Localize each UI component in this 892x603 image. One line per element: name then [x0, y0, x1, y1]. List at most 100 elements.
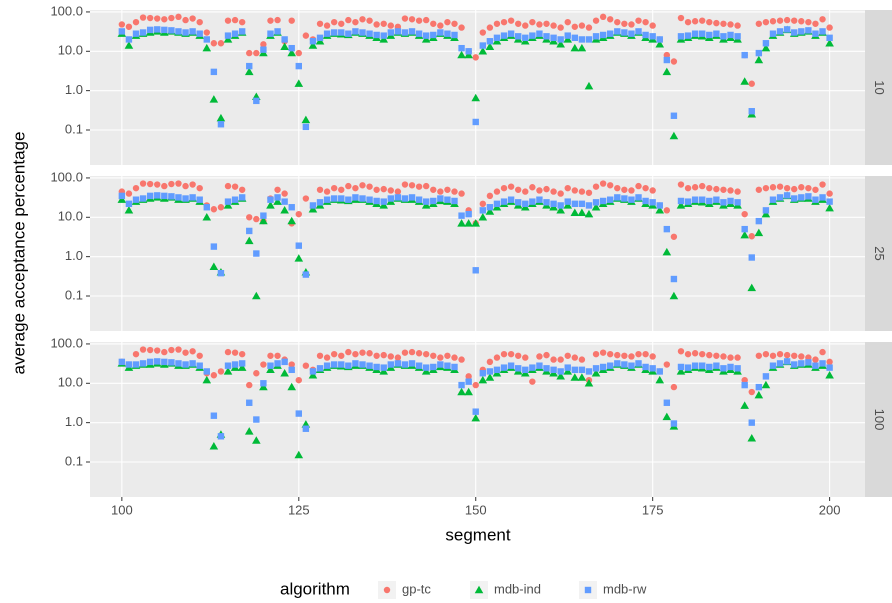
- point: [635, 360, 642, 367]
- point: [783, 351, 791, 359]
- point: [260, 380, 267, 387]
- point: [451, 363, 458, 371]
- point: [614, 360, 621, 367]
- point: [118, 192, 126, 200]
- point: [727, 31, 734, 39]
- point: [223, 35, 233, 43]
- point: [196, 362, 203, 369]
- point: [514, 365, 522, 372]
- point: [570, 43, 580, 52]
- point: [224, 17, 232, 24]
- point: [669, 131, 679, 140]
- point: [168, 346, 175, 354]
- point: [557, 356, 564, 363]
- point: [125, 361, 133, 368]
- point: [564, 352, 571, 359]
- point: [642, 18, 649, 26]
- point: [741, 51, 748, 59]
- point: [217, 204, 225, 211]
- point: [507, 362, 515, 369]
- point: [776, 17, 784, 24]
- point: [267, 352, 274, 359]
- y-tick-label: 100.0: [50, 3, 83, 18]
- point: [316, 365, 324, 372]
- point: [373, 31, 380, 39]
- point: [175, 360, 182, 367]
- point: [649, 187, 656, 194]
- point: [761, 209, 771, 218]
- point: [734, 33, 741, 40]
- point: [635, 17, 642, 24]
- point: [592, 17, 600, 24]
- point: [699, 182, 706, 190]
- point: [591, 368, 601, 377]
- point: [543, 185, 550, 193]
- point: [642, 184, 649, 192]
- point: [295, 242, 302, 249]
- point: [210, 206, 218, 213]
- point: [607, 16, 614, 23]
- point: [373, 186, 380, 193]
- point: [422, 364, 430, 371]
- point: [217, 368, 225, 375]
- point: [238, 186, 246, 193]
- point: [146, 26, 154, 34]
- point: [564, 18, 571, 26]
- point: [338, 186, 345, 193]
- point: [246, 381, 253, 389]
- point: [246, 62, 253, 70]
- point: [281, 198, 288, 205]
- point: [791, 17, 798, 24]
- point: [394, 188, 402, 195]
- point: [252, 291, 261, 300]
- point: [323, 196, 331, 203]
- point: [550, 34, 557, 42]
- point: [514, 20, 522, 27]
- point: [444, 196, 451, 203]
- point: [380, 364, 387, 371]
- point: [748, 108, 755, 115]
- point: [607, 350, 614, 358]
- point: [189, 15, 196, 22]
- point: [124, 41, 134, 49]
- point: [280, 42, 289, 51]
- point: [444, 362, 451, 369]
- point: [161, 192, 168, 200]
- point: [118, 28, 126, 35]
- point: [168, 180, 175, 188]
- point: [791, 185, 798, 193]
- point: [676, 201, 686, 209]
- point: [585, 24, 593, 31]
- point: [345, 30, 352, 37]
- point: [727, 354, 734, 361]
- point: [253, 416, 260, 423]
- point: [599, 197, 607, 205]
- point: [253, 370, 260, 377]
- x-tick-label: 125: [288, 502, 310, 517]
- point: [550, 188, 557, 195]
- point: [699, 30, 706, 37]
- point: [125, 190, 133, 197]
- point: [330, 350, 338, 358]
- point: [614, 18, 621, 26]
- point: [478, 375, 488, 384]
- point: [223, 201, 233, 209]
- point: [536, 187, 543, 194]
- point: [536, 196, 543, 203]
- point: [146, 14, 154, 22]
- point: [577, 373, 587, 381]
- point: [550, 366, 557, 374]
- point: [280, 206, 289, 214]
- point: [691, 184, 699, 191]
- point: [465, 210, 472, 218]
- point: [280, 368, 289, 377]
- point: [231, 183, 239, 190]
- point: [309, 368, 317, 375]
- point: [762, 207, 770, 214]
- point: [302, 362, 310, 369]
- point: [791, 195, 798, 202]
- point: [415, 183, 423, 190]
- point: [493, 366, 501, 374]
- point: [514, 33, 522, 40]
- point: [338, 195, 345, 202]
